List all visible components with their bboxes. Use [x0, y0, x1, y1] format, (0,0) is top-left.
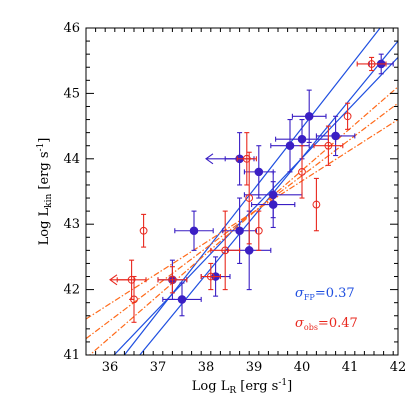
- x-tick-label: 42: [390, 360, 407, 375]
- sigma-fp-annotation: σFP=0.37: [295, 286, 355, 302]
- obs-fit-line-4: [86, 102, 398, 340]
- open-marker: [130, 295, 138, 304]
- upper-limit-arrow: [109, 274, 118, 286]
- x-tick-label: 41: [342, 360, 359, 375]
- x-tick-label: 39: [246, 360, 263, 375]
- y-tick-label: 46: [63, 21, 80, 36]
- fp-data-point: [315, 115, 356, 157]
- open-marker: [221, 246, 230, 255]
- obs-data-point: [245, 151, 254, 245]
- open-marker: [206, 272, 215, 281]
- y-tick-label: 45: [63, 86, 80, 101]
- filled-marker: [244, 246, 254, 255]
- x-tick-label: 36: [102, 360, 119, 375]
- x-tick-label: 37: [150, 360, 167, 375]
- open-marker: [343, 112, 352, 121]
- open-marker: [242, 154, 251, 163]
- obs-data-point: [343, 102, 352, 130]
- filled-marker: [285, 141, 295, 151]
- fp-data-point: [251, 181, 296, 229]
- obs-fit-line-3: [86, 119, 398, 320]
- upper-limit-arrow: [205, 153, 214, 165]
- filled-marker: [331, 131, 340, 141]
- filled-marker: [268, 200, 278, 209]
- open-marker: [312, 200, 321, 209]
- filled-marker: [189, 226, 199, 236]
- x-tick-label: 38: [198, 360, 215, 375]
- filled-marker: [304, 111, 314, 121]
- open-marker: [139, 226, 148, 235]
- obs-data-point: [236, 132, 257, 186]
- fp-data-point: [291, 89, 327, 143]
- obs-data-point: [139, 213, 148, 248]
- obs-data-point: [130, 275, 138, 323]
- fit-lines: [86, 28, 398, 355]
- obs-data-point: [200, 262, 221, 291]
- open-marker: [298, 167, 306, 176]
- obs-data-point: [157, 266, 188, 294]
- plot-frame: [85, 27, 399, 356]
- filled-marker: [235, 226, 244, 236]
- obs-data-point: [356, 56, 387, 72]
- y-tick-label: 42: [63, 283, 80, 298]
- y-tick-label: 43: [63, 217, 80, 232]
- x-axis-label: Log LR [erg s-1]: [192, 378, 292, 396]
- open-marker: [254, 226, 263, 235]
- obs-data-point: [312, 177, 321, 232]
- filled-marker: [177, 295, 187, 304]
- axis-ticks: [85, 27, 398, 356]
- filled-marker: [297, 134, 307, 144]
- y-axis-label: Log Lkin [erg s-1]: [36, 138, 54, 246]
- x-tick-label: 40: [294, 360, 311, 375]
- open-marker: [324, 141, 333, 150]
- obs-data-point: [210, 210, 241, 291]
- y-tick-label: 44: [63, 152, 80, 167]
- obs-data-point: [298, 145, 306, 199]
- sigma-obs-annotation: σobs=0.47: [295, 316, 358, 332]
- obs-data-point: [313, 125, 344, 166]
- obs-data-point: [109, 259, 147, 300]
- fp-data-point: [174, 210, 214, 251]
- obs-data-point: [254, 210, 263, 251]
- open-marker: [245, 194, 254, 202]
- data-points: [109, 53, 394, 323]
- open-marker: [367, 60, 376, 68]
- fp-fit-line-2: [113, 57, 398, 355]
- filled-marker: [254, 167, 264, 177]
- tick-labels: 36 37 38 39 40 41 42 41 42 43 44 45 46: [63, 21, 406, 375]
- fp-fit-line-0: [123, 28, 381, 355]
- fp-data-point: [270, 119, 310, 173]
- open-marker: [168, 275, 177, 284]
- y-tick-label: 41: [63, 348, 80, 363]
- fp-data-point: [162, 282, 202, 317]
